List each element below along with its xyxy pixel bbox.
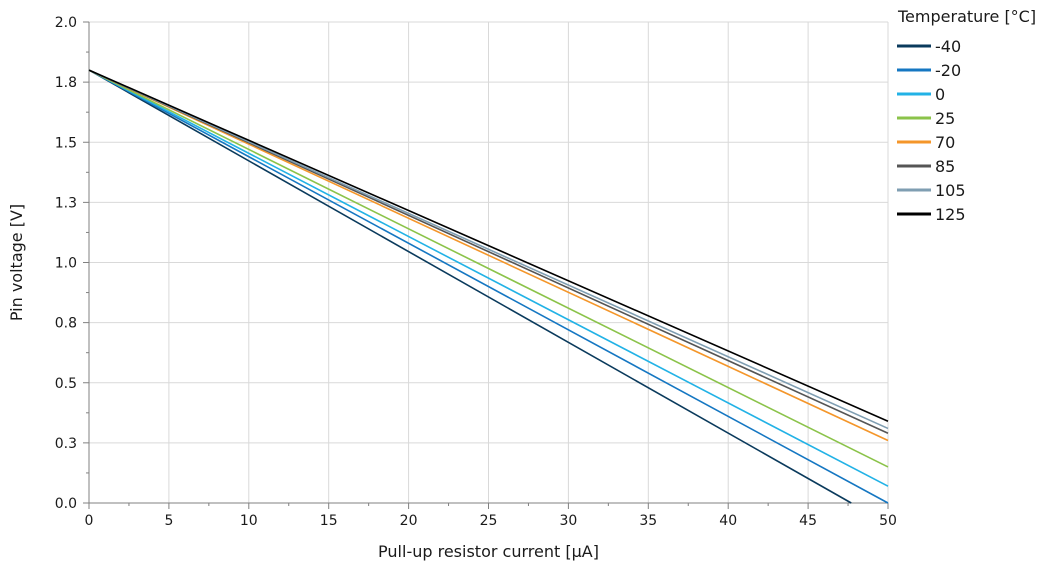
legend-label-105: 105	[935, 181, 966, 200]
series-line-70	[88, 69, 889, 442]
y-tick-label: 0.5	[55, 376, 77, 392]
legend: Temperature [°C] -40 -20 0 25 70 85 105 125	[897, 7, 1036, 224]
x-tick-label: 45	[799, 513, 817, 529]
series-line-105	[88, 69, 889, 430]
legend-title: Temperature [°C]	[897, 7, 1036, 26]
x-tick-label: 15	[320, 513, 338, 529]
x-tick-label: 5	[164, 513, 173, 529]
x-tick-label: 35	[639, 513, 657, 529]
y-tick-label: 1.5	[55, 135, 77, 151]
y-tick-label: 0.0	[55, 496, 77, 512]
legend-label-85: 85	[935, 157, 955, 176]
y-tick-label: 0.8	[55, 316, 77, 332]
series-lines	[88, 69, 889, 504]
x-tick-label: 10	[240, 513, 258, 529]
x-tick-label: 20	[400, 513, 418, 529]
tick-labels: 0 5 10 15 20 25 30 35 40 45 50 0.0 0.3 0.5 0.8 1.0 1.3 1.…	[55, 15, 897, 529]
x-axis-title: Pull-up resistor current [µA]	[378, 542, 599, 561]
legend-label-25: 25	[935, 109, 955, 128]
grid	[89, 21, 889, 503]
y-tick-label: 0.3	[55, 436, 77, 452]
legend-label-125: 125	[935, 205, 966, 224]
y-tick-label: 1.8	[55, 75, 77, 91]
legend-label--20: -20	[935, 61, 961, 80]
x-tick-label: 40	[719, 513, 737, 529]
legend-label-70: 70	[935, 133, 955, 152]
series-line--20	[88, 69, 889, 504]
series-line-0	[88, 69, 889, 487]
y-tick-label: 1.3	[55, 195, 77, 211]
series-line--40	[88, 69, 852, 504]
x-tick-label: 50	[879, 513, 897, 529]
y-tick-label: 2.0	[55, 15, 77, 31]
x-tick-label: 30	[559, 513, 577, 529]
y-tick-label: 1.0	[55, 256, 77, 272]
y-axis-title: Pin voltage [V]	[7, 204, 26, 321]
series-line-125	[88, 69, 889, 422]
x-tick-label: 0	[85, 513, 94, 529]
x-tick-label: 25	[480, 513, 498, 529]
legend-label-0: 0	[935, 85, 945, 104]
legend-label--40: -40	[935, 37, 961, 56]
axes	[83, 21, 889, 509]
series-line-25	[88, 69, 889, 468]
